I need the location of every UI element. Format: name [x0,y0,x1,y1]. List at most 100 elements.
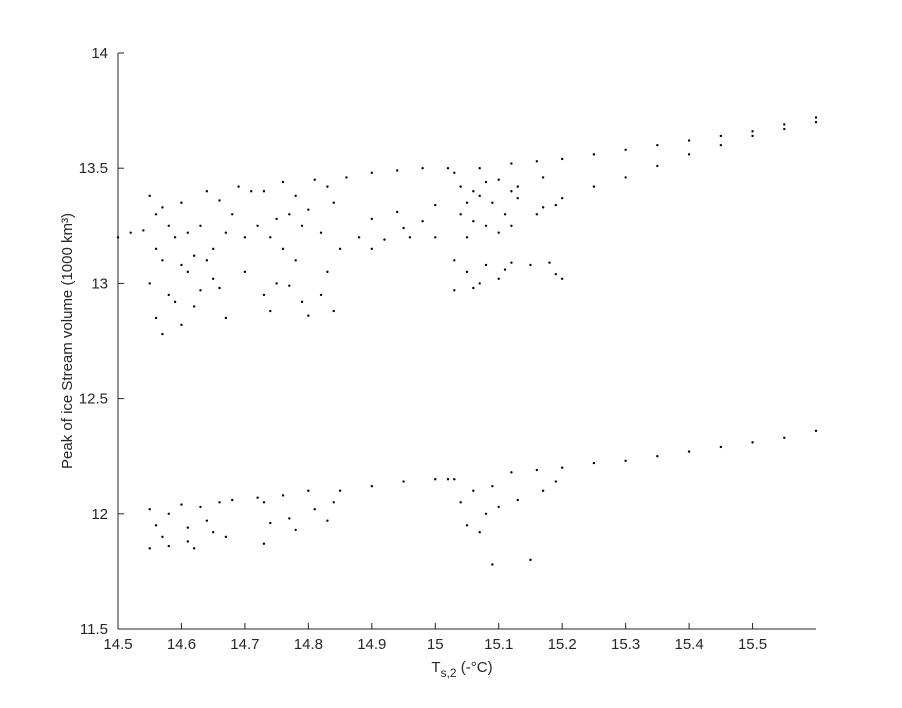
point [154,316,158,320]
point [294,259,297,262]
point [211,531,215,534]
point [719,143,723,147]
point [510,261,513,264]
x-tick-label: 14.9 [357,636,386,653]
point [231,213,234,216]
point [687,139,691,142]
point [396,210,399,214]
point [719,134,723,138]
point [402,226,405,230]
point [560,277,564,280]
point [192,254,196,257]
point [516,196,519,200]
point [814,429,818,433]
point [357,236,361,239]
y-tick-label: 14 [91,45,108,62]
point [307,314,310,317]
point [560,196,564,200]
point [269,309,272,313]
point [275,217,278,221]
point [154,247,158,251]
point [453,259,456,262]
x-tick-label: 15 [427,636,444,653]
point [262,293,266,297]
y-tick-label: 12 [91,506,108,523]
point [173,300,177,304]
point [186,540,189,543]
point [332,501,335,504]
point [453,289,456,292]
y-tick-label: 11.5 [80,621,108,638]
point [497,178,500,181]
point [624,459,627,463]
point [783,123,786,126]
point [453,478,456,481]
point [205,190,209,193]
point [167,512,170,515]
point [256,496,259,499]
point [484,224,488,227]
point [370,484,374,488]
point [529,558,532,562]
point [478,194,481,198]
point [300,224,304,227]
x-label-sub: s,2 [441,666,457,680]
point [510,190,513,193]
point [370,217,374,221]
point [491,563,494,566]
point [224,231,228,234]
point [396,169,399,172]
point [192,547,196,550]
point [497,277,500,280]
point [313,178,316,181]
point [472,190,475,193]
point [167,293,170,297]
x-tick-label: 14.8 [294,636,323,653]
point [656,455,659,458]
point [281,494,285,497]
point [307,208,310,211]
point [554,272,558,276]
point [224,535,228,539]
point [224,316,228,320]
point [434,236,437,239]
point [269,521,272,525]
x-axis-label: Ts,2 (-°C) [431,659,492,680]
point [243,236,247,239]
point [541,206,545,209]
point [751,134,754,138]
point [288,517,291,520]
point [319,293,323,297]
point [237,185,240,188]
point [370,171,374,175]
point [751,441,754,444]
point [510,224,513,227]
point [205,259,209,262]
point [535,160,538,163]
point [326,185,329,188]
point [751,130,754,133]
point [529,263,532,267]
point [275,282,278,285]
point [687,450,691,453]
x-tick-label: 14.7 [230,636,259,653]
point [288,213,291,216]
point [205,519,209,522]
point [592,153,596,156]
point [484,180,488,184]
y-axis-label: Peak of ice Stream volume (1000 km³) [59,213,76,469]
point [148,282,151,285]
point [186,270,189,274]
point [554,203,558,207]
point [465,236,469,239]
y-tick-label: 13.5 [79,160,108,177]
point [218,501,221,504]
point [478,531,481,534]
point [173,236,177,239]
point [446,167,450,170]
point [338,247,342,251]
y-tick-label: 13 [91,275,108,292]
x-label-main: T [431,659,440,676]
point [516,185,519,188]
point [783,436,786,439]
